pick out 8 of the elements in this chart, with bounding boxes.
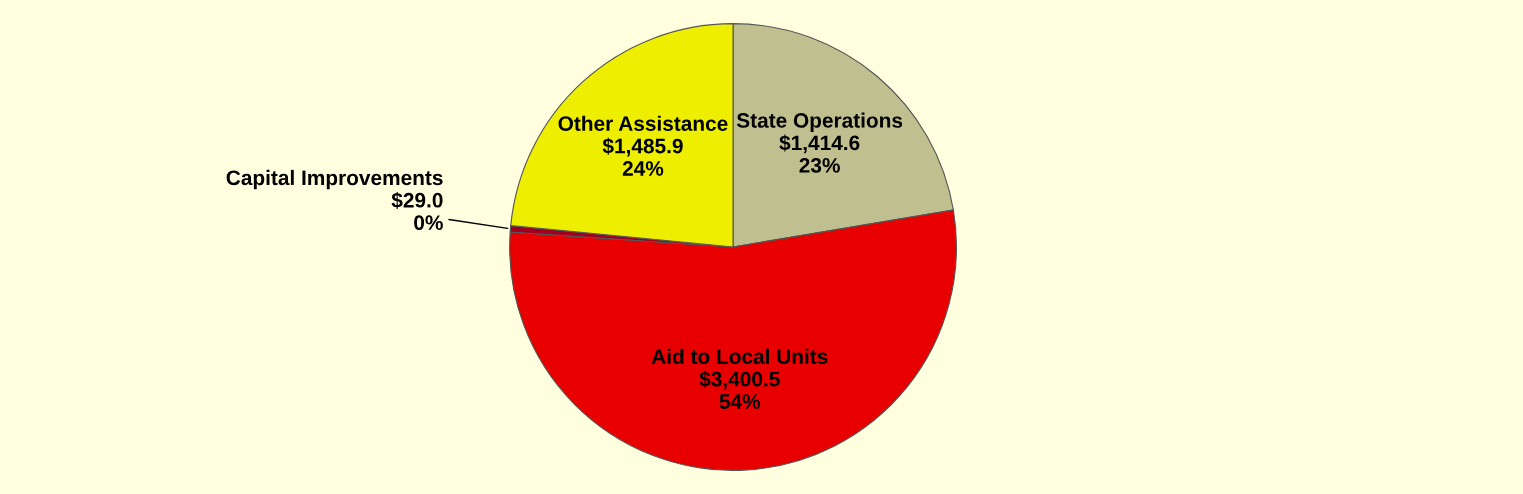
slice-label: Capital Improvements	[226, 169, 443, 190]
data-label: $29.0 0%	[391, 191, 443, 231]
slice-label: Other Assistance	[558, 115, 728, 131]
data-label: $1,414.6 23%	[779, 134, 860, 173]
data-label: $1,485.9 24%	[602, 137, 683, 176]
slice-label: Aid to Local Units	[651, 348, 828, 365]
data-label: $3,400.5 54%	[699, 370, 780, 409]
slice-label: State Operations	[736, 112, 903, 132]
